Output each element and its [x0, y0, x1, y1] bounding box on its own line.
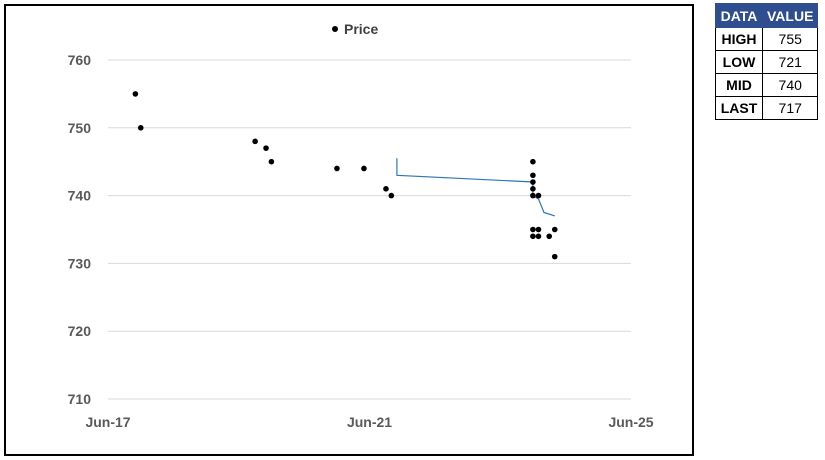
- data-point: [530, 186, 536, 192]
- header-value: VALUE: [761, 3, 819, 28]
- data-table: DATA VALUE HIGH 755 LOW 721 MID 740 LAST…: [715, 3, 819, 120]
- row-key-high: HIGH: [715, 27, 763, 51]
- table-row: LOW 721: [715, 50, 819, 74]
- chart-area: 760 750 740 730 720 710 Jun-17 Jun-21 Jun-25 Pr…: [4, 4, 694, 456]
- table-row: MID 740: [715, 73, 819, 97]
- data-point: [334, 165, 340, 172]
- y-tick-label: 750: [68, 120, 92, 136]
- data-point: [530, 172, 536, 179]
- table-row: HIGH 755: [715, 27, 819, 51]
- data-point: [252, 138, 258, 145]
- row-key-mid: MID: [715, 73, 763, 97]
- legend-marker: [332, 26, 338, 32]
- x-tick-label: Jun-21: [347, 414, 392, 430]
- gridlines: [108, 59, 631, 400]
- y-tick-label: 760: [68, 52, 92, 68]
- data-point: [535, 233, 542, 240]
- data-point: [263, 145, 269, 151]
- x-axis-ticks: Jun-17 Jun-21 Jun-25: [85, 414, 653, 430]
- row-key-last: LAST: [715, 96, 763, 120]
- table-row: LAST 717: [715, 96, 819, 120]
- y-axis-ticks: 760 750 740 730 720 710: [68, 52, 92, 407]
- y-tick-label: 720: [68, 323, 92, 339]
- price-chart: 760 750 740 730 720 710 Jun-17 Jun-21 Jun-25 Pr…: [68, 21, 654, 430]
- y-tick-label: 710: [68, 391, 92, 407]
- row-key-low: LOW: [715, 50, 763, 74]
- data-point: [268, 158, 275, 165]
- data-point: [137, 125, 144, 131]
- y-tick-label: 730: [68, 255, 92, 271]
- row-value-last: 717: [761, 96, 819, 120]
- table-header-row: DATA VALUE: [715, 3, 819, 28]
- data-point: [535, 192, 542, 199]
- y-tick-label: 740: [68, 188, 92, 204]
- data-point: [530, 192, 536, 199]
- header-data: DATA: [715, 3, 763, 28]
- row-value-low: 721: [761, 50, 819, 74]
- data-point: [530, 233, 536, 240]
- data-point: [383, 186, 389, 192]
- data-point: [530, 158, 536, 165]
- data-point: [535, 226, 542, 233]
- data-point: [551, 226, 558, 233]
- data-point: [361, 165, 367, 172]
- row-value-mid: 740: [761, 73, 819, 97]
- series-points: [132, 91, 558, 260]
- x-tick-label: Jun-17: [85, 414, 130, 430]
- legend: Price: [332, 21, 378, 37]
- data-point: [546, 233, 553, 240]
- data-point: [530, 226, 536, 233]
- data-point: [551, 253, 558, 260]
- row-value-high: 755: [761, 27, 819, 51]
- legend-label-price: Price: [344, 21, 378, 37]
- data-point: [388, 192, 395, 199]
- data-point: [530, 179, 536, 185]
- x-tick-label: Jun-25: [608, 414, 653, 430]
- data-point: [132, 91, 139, 97]
